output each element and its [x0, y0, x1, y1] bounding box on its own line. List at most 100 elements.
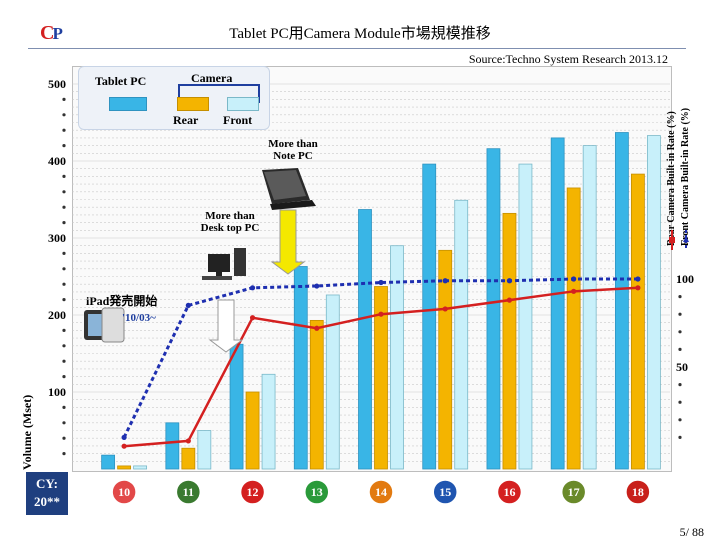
cy-year-box: CY: 20** [26, 472, 68, 515]
tablet-bar [229, 343, 244, 470]
front-rate-legend-label: Front Camera Built-in Rate (%) [680, 107, 691, 246]
front-bar [518, 163, 533, 470]
y-minor-dot [62, 298, 66, 302]
front-rate-point [635, 276, 641, 282]
tablet-bar [101, 454, 116, 470]
front-bar [325, 294, 340, 470]
legend-front-label: Front [223, 113, 253, 127]
y-minor-dot [62, 144, 66, 148]
y-minor-dot [62, 251, 66, 255]
front-rate-point [314, 283, 320, 289]
year-circle [239, 479, 266, 505]
tablet-bar [614, 132, 629, 470]
tablet-bar [165, 422, 180, 470]
front-bar [390, 245, 404, 470]
front-bar [261, 373, 276, 470]
rear-rate-point [571, 288, 577, 294]
tablet-bar [550, 137, 565, 470]
right-minor-dot [678, 295, 682, 299]
year-circle [175, 479, 202, 505]
x-tick-label: 10 [118, 485, 130, 499]
year-circle [625, 479, 651, 505]
tablet-bar [293, 266, 308, 470]
right-legend-markers [669, 230, 689, 250]
legend-tablet-label: Tablet PC [95, 74, 147, 88]
right-minor-dot [678, 312, 682, 316]
right-minor-dot [678, 400, 682, 404]
rear-rate-legend-label: Rear Camera Built-in Rate (%) [666, 111, 677, 246]
legend-front-swatch [227, 97, 259, 111]
year-circle [560, 479, 587, 505]
rear-rate-point [314, 325, 320, 331]
legend-rear-swatch [177, 97, 209, 111]
front-bar [133, 465, 148, 470]
front-bar [646, 135, 661, 470]
y-minor-dot [62, 328, 66, 332]
y-tick-label: 500 [48, 77, 66, 91]
page-number: 5/ 88 [679, 525, 704, 539]
rear-rate-point [249, 315, 256, 321]
rear-bar [630, 173, 645, 470]
year-circle [368, 479, 394, 505]
front-bar [582, 145, 597, 470]
year-circle [496, 479, 523, 505]
legend-box: Tablet PC Camera Rear Front [78, 66, 270, 130]
y-minor-dot [62, 221, 66, 225]
legend-camera-label: Camera [191, 71, 233, 85]
front-rate-point [442, 278, 448, 284]
right-minor-dot [678, 330, 682, 334]
y-minor-dot [62, 97, 66, 101]
front-bar [454, 199, 469, 470]
rear-bar [245, 391, 260, 470]
x-tick-label: 14 [375, 485, 387, 499]
y-minor-dot [62, 174, 66, 178]
y-minor-dot [62, 375, 66, 379]
right-minor-dot [678, 435, 682, 439]
rear-rate-point [506, 297, 513, 303]
ipad-illustration [84, 307, 125, 343]
page-title: Tablet PC用Camera Module市場規模推移 [229, 26, 491, 42]
note-pc-arrow [270, 209, 306, 275]
source-note: Source:Techno System Research 2013.12 [468, 52, 668, 66]
rear-rate-point [442, 306, 448, 312]
front-rate-point [185, 302, 191, 308]
y-minor-dot [62, 344, 66, 348]
x-tick-label: 13 [311, 485, 323, 499]
x-tick-label: 11 [183, 485, 194, 499]
rear-bar [438, 249, 453, 470]
front-rate-point [506, 278, 513, 284]
front-rate-point [571, 276, 577, 282]
y-minor-dot [62, 113, 66, 117]
title-divider [28, 48, 686, 49]
ipad-launch-label: iPad発売開始 [86, 294, 158, 308]
ipad-launch-date: '10/03~ [122, 312, 156, 324]
tablet-bar [422, 163, 437, 470]
y-minor-dot [62, 128, 66, 132]
y-minor-dot [62, 267, 66, 271]
y-tick-label: 200 [48, 308, 66, 322]
y-minor-dot [62, 421, 66, 425]
legend-rear-label: Rear [173, 113, 199, 127]
year-circle [304, 479, 330, 505]
front-bar [197, 430, 212, 470]
front-rate-point [378, 279, 384, 286]
rear-bar [566, 187, 581, 470]
y-minor-dot [62, 359, 66, 363]
front-rate-line [122, 277, 638, 439]
year-circle [111, 479, 137, 505]
y-minor-dot [62, 282, 66, 286]
x-tick-label: 12 [247, 485, 259, 499]
legend-camera-bracket [178, 84, 260, 103]
right-minor-dot [678, 383, 682, 387]
bar-layer [101, 132, 661, 470]
rear-bar [309, 319, 324, 470]
desktop-pc-arrow [208, 299, 244, 353]
x-tick-label: 15 [439, 485, 451, 499]
y-axis-label: Volume (Mset) [20, 394, 34, 470]
rear-bar [374, 286, 388, 470]
x-tick-label: 16 [503, 485, 515, 499]
year-circle [432, 479, 458, 505]
front-rate-point [121, 434, 127, 440]
y-minor-dot [62, 205, 66, 209]
